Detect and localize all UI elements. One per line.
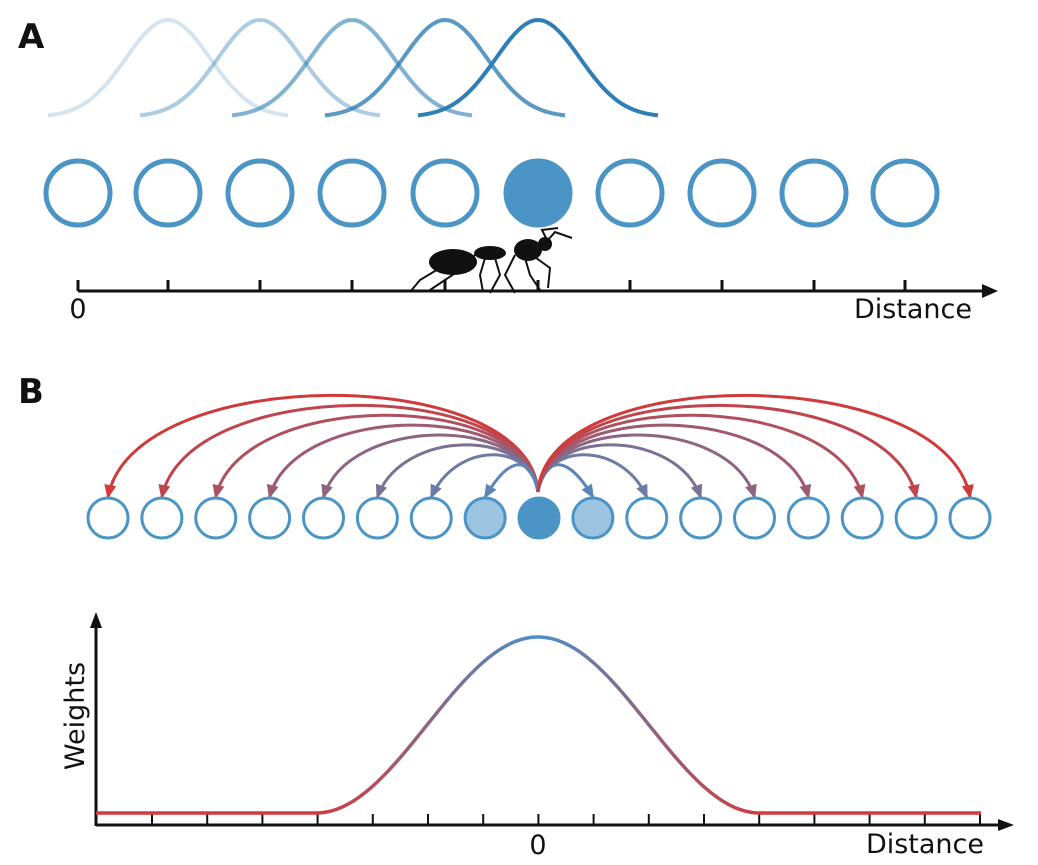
ticks	[151, 814, 981, 825]
arrowhead	[266, 483, 279, 499]
cell	[463, 496, 507, 540]
cell	[133, 158, 203, 228]
connection	[160, 403, 540, 498]
axis-label: Distance	[866, 829, 984, 860]
cell	[317, 158, 387, 228]
cell	[786, 496, 830, 540]
cell	[679, 496, 723, 540]
cell	[733, 496, 776, 540]
cell	[86, 496, 130, 540]
arrowhead	[961, 484, 974, 499]
cell	[503, 158, 573, 228]
tuning-curves	[47, 17, 659, 118]
arrowhead	[158, 484, 171, 499]
cell	[840, 496, 884, 540]
connection	[536, 403, 918, 498]
cell	[410, 158, 480, 228]
axes	[90, 612, 1014, 831]
tuning-curve	[231, 17, 473, 118]
axis-origin: 0	[69, 294, 86, 325]
tuning-curve	[139, 17, 381, 118]
arrowhead	[321, 483, 333, 499]
arrowhead	[853, 483, 866, 499]
ticks	[76, 280, 907, 291]
panel-label: B	[18, 372, 44, 412]
axis	[78, 284, 998, 298]
cell-row	[43, 158, 940, 228]
arrowhead	[799, 483, 812, 499]
panel-label: A	[18, 17, 45, 57]
axis-label: Distance	[854, 294, 972, 325]
arrowhead	[212, 483, 225, 499]
arrowhead	[690, 483, 703, 499]
arrowhead	[745, 483, 757, 499]
axis-origin: 0	[529, 830, 546, 861]
cell	[140, 496, 184, 540]
connection	[536, 393, 972, 498]
arrowhead	[484, 483, 497, 499]
cell	[894, 496, 938, 540]
cell	[517, 496, 561, 540]
cell	[302, 496, 345, 540]
tuning-curve	[417, 17, 659, 118]
y-axis-label: Weights	[60, 662, 91, 770]
cell	[225, 158, 295, 228]
cell	[595, 158, 665, 228]
tuning-curve	[324, 17, 566, 118]
cell	[248, 496, 292, 540]
cell	[409, 496, 453, 540]
arrowhead	[636, 483, 648, 499]
cell	[779, 158, 849, 228]
connection	[536, 413, 864, 498]
cell	[43, 158, 113, 228]
cell	[571, 496, 615, 540]
cell	[687, 158, 757, 228]
connection	[536, 423, 810, 498]
cell	[625, 496, 669, 540]
connection	[483, 463, 540, 498]
arrowhead	[430, 483, 442, 499]
cell	[948, 496, 992, 540]
cell	[194, 496, 238, 540]
cell	[870, 158, 940, 228]
ant	[409, 227, 573, 294]
arrowhead	[104, 484, 117, 499]
cell-row	[86, 496, 992, 540]
connections	[104, 393, 974, 499]
arrowhead	[375, 483, 388, 499]
weight-curve	[96, 635, 981, 815]
arrowhead	[581, 483, 594, 499]
cell	[355, 496, 399, 540]
arrowhead	[907, 484, 920, 499]
tuning-curve	[47, 17, 289, 118]
